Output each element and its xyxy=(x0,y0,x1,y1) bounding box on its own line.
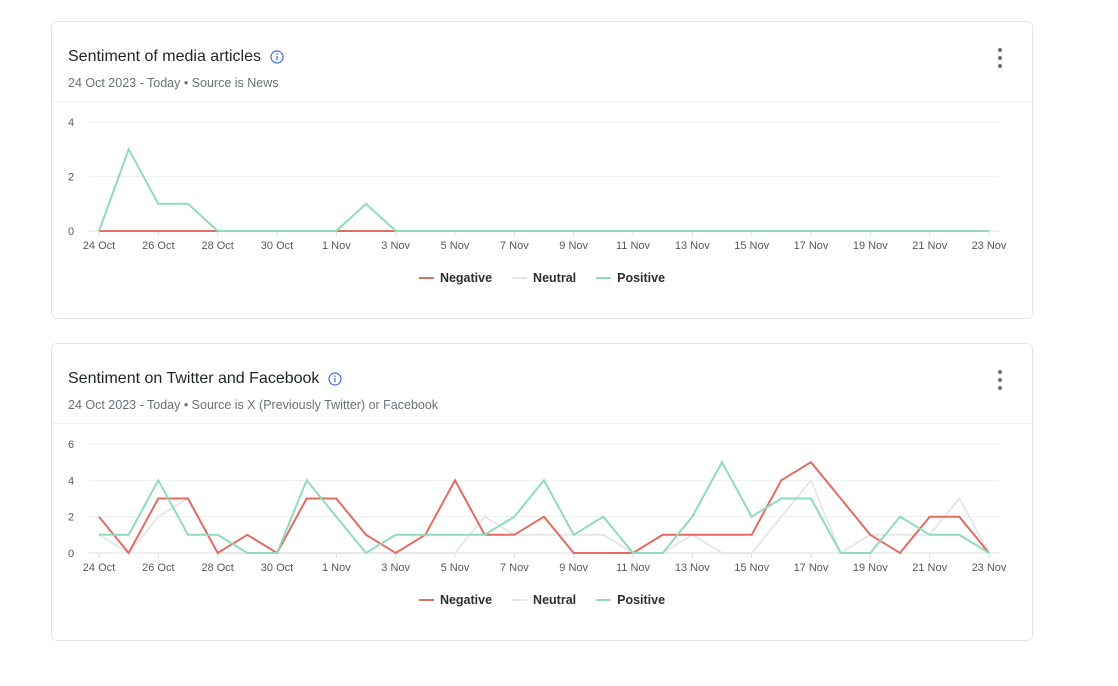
card-header: Sentiment on Twitter and Facebook 24 Oct… xyxy=(52,344,1032,424)
x-tick-label: 3 Nov xyxy=(381,240,410,252)
x-tick-label: 17 Nov xyxy=(794,240,829,252)
x-tick-label: 23 Nov xyxy=(972,240,1007,252)
legend-label: Neutral xyxy=(533,271,577,285)
legend-swatch xyxy=(596,277,612,279)
x-tick-label: 21 Nov xyxy=(912,240,947,252)
chart-legend: Negative Neutral Positive xyxy=(52,271,1032,285)
kebab-menu-icon[interactable] xyxy=(992,48,1008,68)
legend-label: Neutral xyxy=(533,593,577,607)
legend-swatch xyxy=(418,277,434,279)
media-sentiment-chart: 0 2 4 24 Oct 26 Oct 28 Oct 30 Oct 1 Nov 3 Nov 5 N… xyxy=(68,117,1007,252)
x-tick-label: 13 Nov xyxy=(675,240,710,252)
social-sentiment-chart: 0 2 4 6 24 Oct 26 Oct 28 Oct 30 Oct 1 Nov 3 Nov 5 … xyxy=(68,439,1007,574)
legend-label: Positive xyxy=(617,271,666,285)
legend-swatch xyxy=(596,599,612,601)
x-tick-label: 19 Nov xyxy=(853,240,888,252)
y-tick-label: 4 xyxy=(68,117,74,129)
series-line-positive xyxy=(99,460,990,555)
x-tick-label: 26 Oct xyxy=(142,240,174,252)
legend-item-neutral[interactable]: Neutral xyxy=(512,593,576,607)
card-title-text: Sentiment on Twitter and Facebook xyxy=(68,370,320,387)
legend-item-negative[interactable]: Negative xyxy=(418,271,493,285)
media-sentiment-card: Sentiment of media articles 24 Oct 2023 … xyxy=(51,21,1033,319)
legend-item-positive[interactable]: Positive xyxy=(596,271,665,285)
x-tick-label: 11 Nov xyxy=(616,240,651,252)
x-tick-label: 7 Nov xyxy=(500,240,529,252)
card-title: Sentiment on Twitter and Facebook xyxy=(68,370,343,388)
info-icon[interactable] xyxy=(270,50,284,64)
legend-item-positive[interactable]: Positive xyxy=(596,593,665,607)
x-tick-label: 28 Oct xyxy=(201,562,233,574)
x-tick-label: 5 Nov xyxy=(441,240,470,252)
legend-swatch xyxy=(418,599,434,601)
y-tick-label: 0 xyxy=(68,226,74,238)
kebab-menu-icon[interactable] xyxy=(992,370,1008,390)
card-header: Sentiment of media articles 24 Oct 2023 … xyxy=(52,22,1032,102)
card-title-text: Sentiment of media articles xyxy=(68,48,261,65)
social-sentiment-card: Sentiment on Twitter and Facebook 24 Oct… xyxy=(51,343,1033,641)
x-tick-label: 15 Nov xyxy=(734,240,769,252)
y-tick-label: 2 xyxy=(68,512,74,524)
x-tick-label: 26 Oct xyxy=(142,562,174,574)
legend-item-negative[interactable]: Negative xyxy=(418,593,493,607)
x-tick-label: 23 Nov xyxy=(972,562,1007,574)
y-tick-label: 2 xyxy=(68,172,74,184)
x-tick-label: 9 Nov xyxy=(559,240,588,252)
x-tick-label: 24 Oct xyxy=(83,240,115,252)
x-tick-label: 30 Oct xyxy=(261,562,293,574)
x-tick-label: 28 Oct xyxy=(201,240,233,252)
x-tick-label: 15 Nov xyxy=(734,562,769,574)
series-line-negative xyxy=(98,460,990,555)
x-tick-label: 21 Nov xyxy=(912,562,947,574)
x-tick-label: 3 Nov xyxy=(381,562,410,574)
legend-swatch xyxy=(512,277,528,279)
series-line-positive xyxy=(98,146,989,232)
legend-item-neutral[interactable]: Neutral xyxy=(512,271,576,285)
x-tick-label: 19 Nov xyxy=(853,562,888,574)
x-tick-label: 30 Oct xyxy=(261,240,293,252)
legend-label: Negative xyxy=(439,271,493,285)
x-tick-label: 1 Nov xyxy=(322,562,351,574)
x-tick-label: 24 Oct xyxy=(83,562,115,574)
x-tick-label: 5 Nov xyxy=(441,562,470,574)
chart-legend: Negative Neutral Positive xyxy=(52,593,1032,607)
card-title: Sentiment of media articles xyxy=(68,48,284,66)
x-tick-label: 17 Nov xyxy=(794,562,829,574)
card-subtitle: 24 Oct 2023 - Today • Source is X (Previ… xyxy=(68,398,439,412)
legend-swatch xyxy=(512,599,528,601)
legend-label: Negative xyxy=(439,593,493,607)
y-tick-label: 4 xyxy=(68,475,74,487)
y-tick-label: 0 xyxy=(68,548,74,560)
info-icon[interactable] xyxy=(328,372,343,386)
x-tick-label: 9 Nov xyxy=(559,562,588,574)
x-tick-label: 13 Nov xyxy=(675,562,710,574)
x-tick-label: 11 Nov xyxy=(616,562,651,574)
card-subtitle: 24 Oct 2023 - Today • Source is News xyxy=(68,76,279,90)
x-tick-label: 7 Nov xyxy=(500,562,529,574)
legend-label: Positive xyxy=(617,593,666,607)
y-tick-label: 6 xyxy=(68,439,74,451)
x-tick-label: 1 Nov xyxy=(322,240,351,252)
